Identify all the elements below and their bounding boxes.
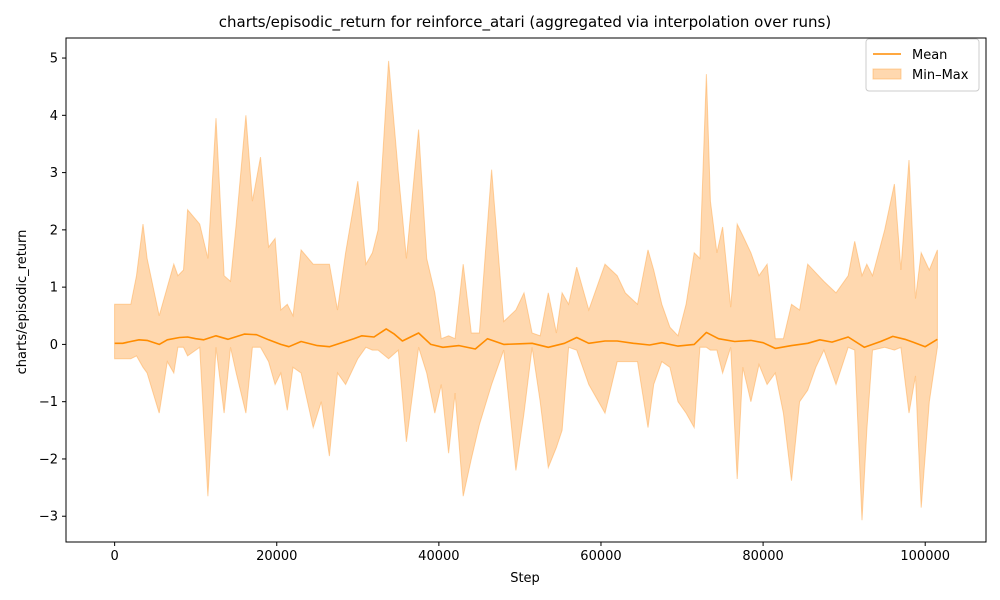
legend-band-swatch xyxy=(872,68,902,80)
y-tick-label: 3 xyxy=(50,166,58,181)
y-axis-title: charts/episodic_return xyxy=(15,230,30,375)
x-axis-title: Step xyxy=(510,571,540,586)
x-tick-label: 40000 xyxy=(418,549,459,564)
y-tick-label: 2 xyxy=(50,223,58,238)
legend-band-label: Min–Max xyxy=(912,68,969,83)
chart-title: charts/episodic_return for reinforce_ata… xyxy=(219,13,831,32)
mean-line xyxy=(114,328,938,350)
legend-mean-label: Mean xyxy=(912,48,947,63)
legend-box xyxy=(865,38,980,92)
y-tick-label: −3 xyxy=(39,510,58,525)
mean-line-group xyxy=(114,328,938,350)
x-tick-label: 100000 xyxy=(900,549,950,564)
y-axis: −3 −2 −1 0 1 2 3 4 5 xyxy=(39,52,66,525)
x-tick-label: 80000 xyxy=(742,549,783,564)
y-tick-label: 4 xyxy=(50,109,58,124)
x-tick-label: 0 xyxy=(110,549,118,564)
y-tick-label: 0 xyxy=(50,338,58,353)
plot-frame xyxy=(65,37,987,543)
y-tick-label: −2 xyxy=(39,452,58,467)
y-tick-label: 5 xyxy=(50,52,58,67)
legend: Mean Min–Max xyxy=(865,38,980,92)
x-axis: 0 20000 40000 60000 80000 100000 xyxy=(110,542,950,564)
y-tick-label: −1 xyxy=(39,395,58,410)
min-max-area xyxy=(114,60,938,521)
x-tick-label: 60000 xyxy=(580,549,621,564)
x-tick-label: 20000 xyxy=(256,549,297,564)
min-max-band xyxy=(114,60,938,521)
y-tick-label: 1 xyxy=(50,281,58,296)
